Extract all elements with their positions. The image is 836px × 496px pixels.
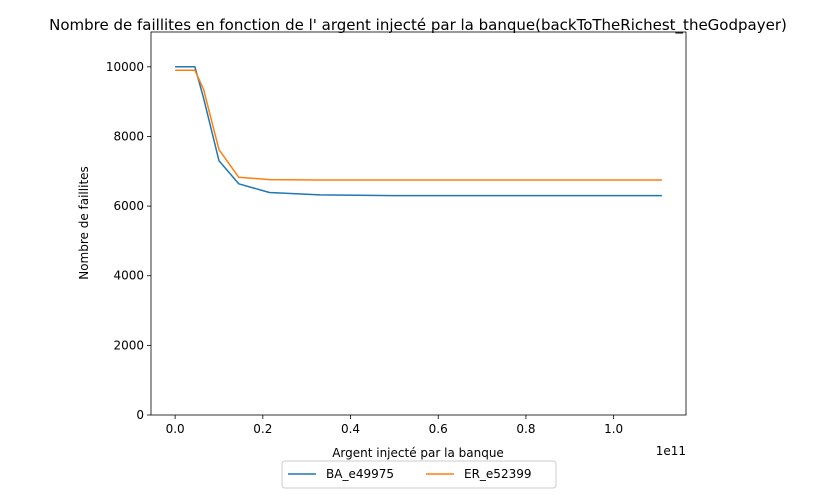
y-tick-label: 4000 [113, 269, 144, 283]
series-line-er-e52399 [175, 69, 662, 181]
series-line-ba-e49975 [175, 66, 662, 197]
y-tick-label: 2000 [113, 338, 144, 352]
legend-entry-label: ER_e52399 [464, 467, 531, 481]
legend-entry-label: BA_e49975 [326, 467, 394, 481]
x-tick-label: 0.0 [166, 422, 185, 436]
y-tick-label: 8000 [113, 129, 144, 143]
x-tick-label: 0.2 [253, 422, 272, 436]
x-tick-label: 1.0 [604, 422, 623, 436]
x-axis-label: Argent injecté par la banque [332, 446, 504, 460]
y-tick-label: 6000 [113, 199, 144, 213]
y-axis-label: Nombre de faillites [77, 166, 91, 280]
plot-area [150, 31, 687, 416]
x-tick-label: 0.8 [516, 422, 535, 436]
y-axis: 0 2000 4000 6000 8000 10000 [106, 60, 151, 422]
x-offset-label: 1e11 [656, 444, 686, 458]
y-tick-label: 0 [136, 408, 144, 422]
plot-frame [150, 31, 687, 416]
legend-frame [281, 460, 557, 489]
y-tick-label: 10000 [106, 60, 144, 74]
x-axis: 0.0 0.2 0.4 0.6 0.8 1.0 [166, 415, 623, 436]
chart-title: Nombre de faillites en fonction de l' ar… [49, 16, 787, 35]
x-tick-label: 0.6 [429, 422, 448, 436]
series-lines [175, 66, 662, 197]
legend: BA_e49975 ER_e52399 [281, 460, 557, 489]
x-tick-label: 0.4 [341, 422, 360, 436]
